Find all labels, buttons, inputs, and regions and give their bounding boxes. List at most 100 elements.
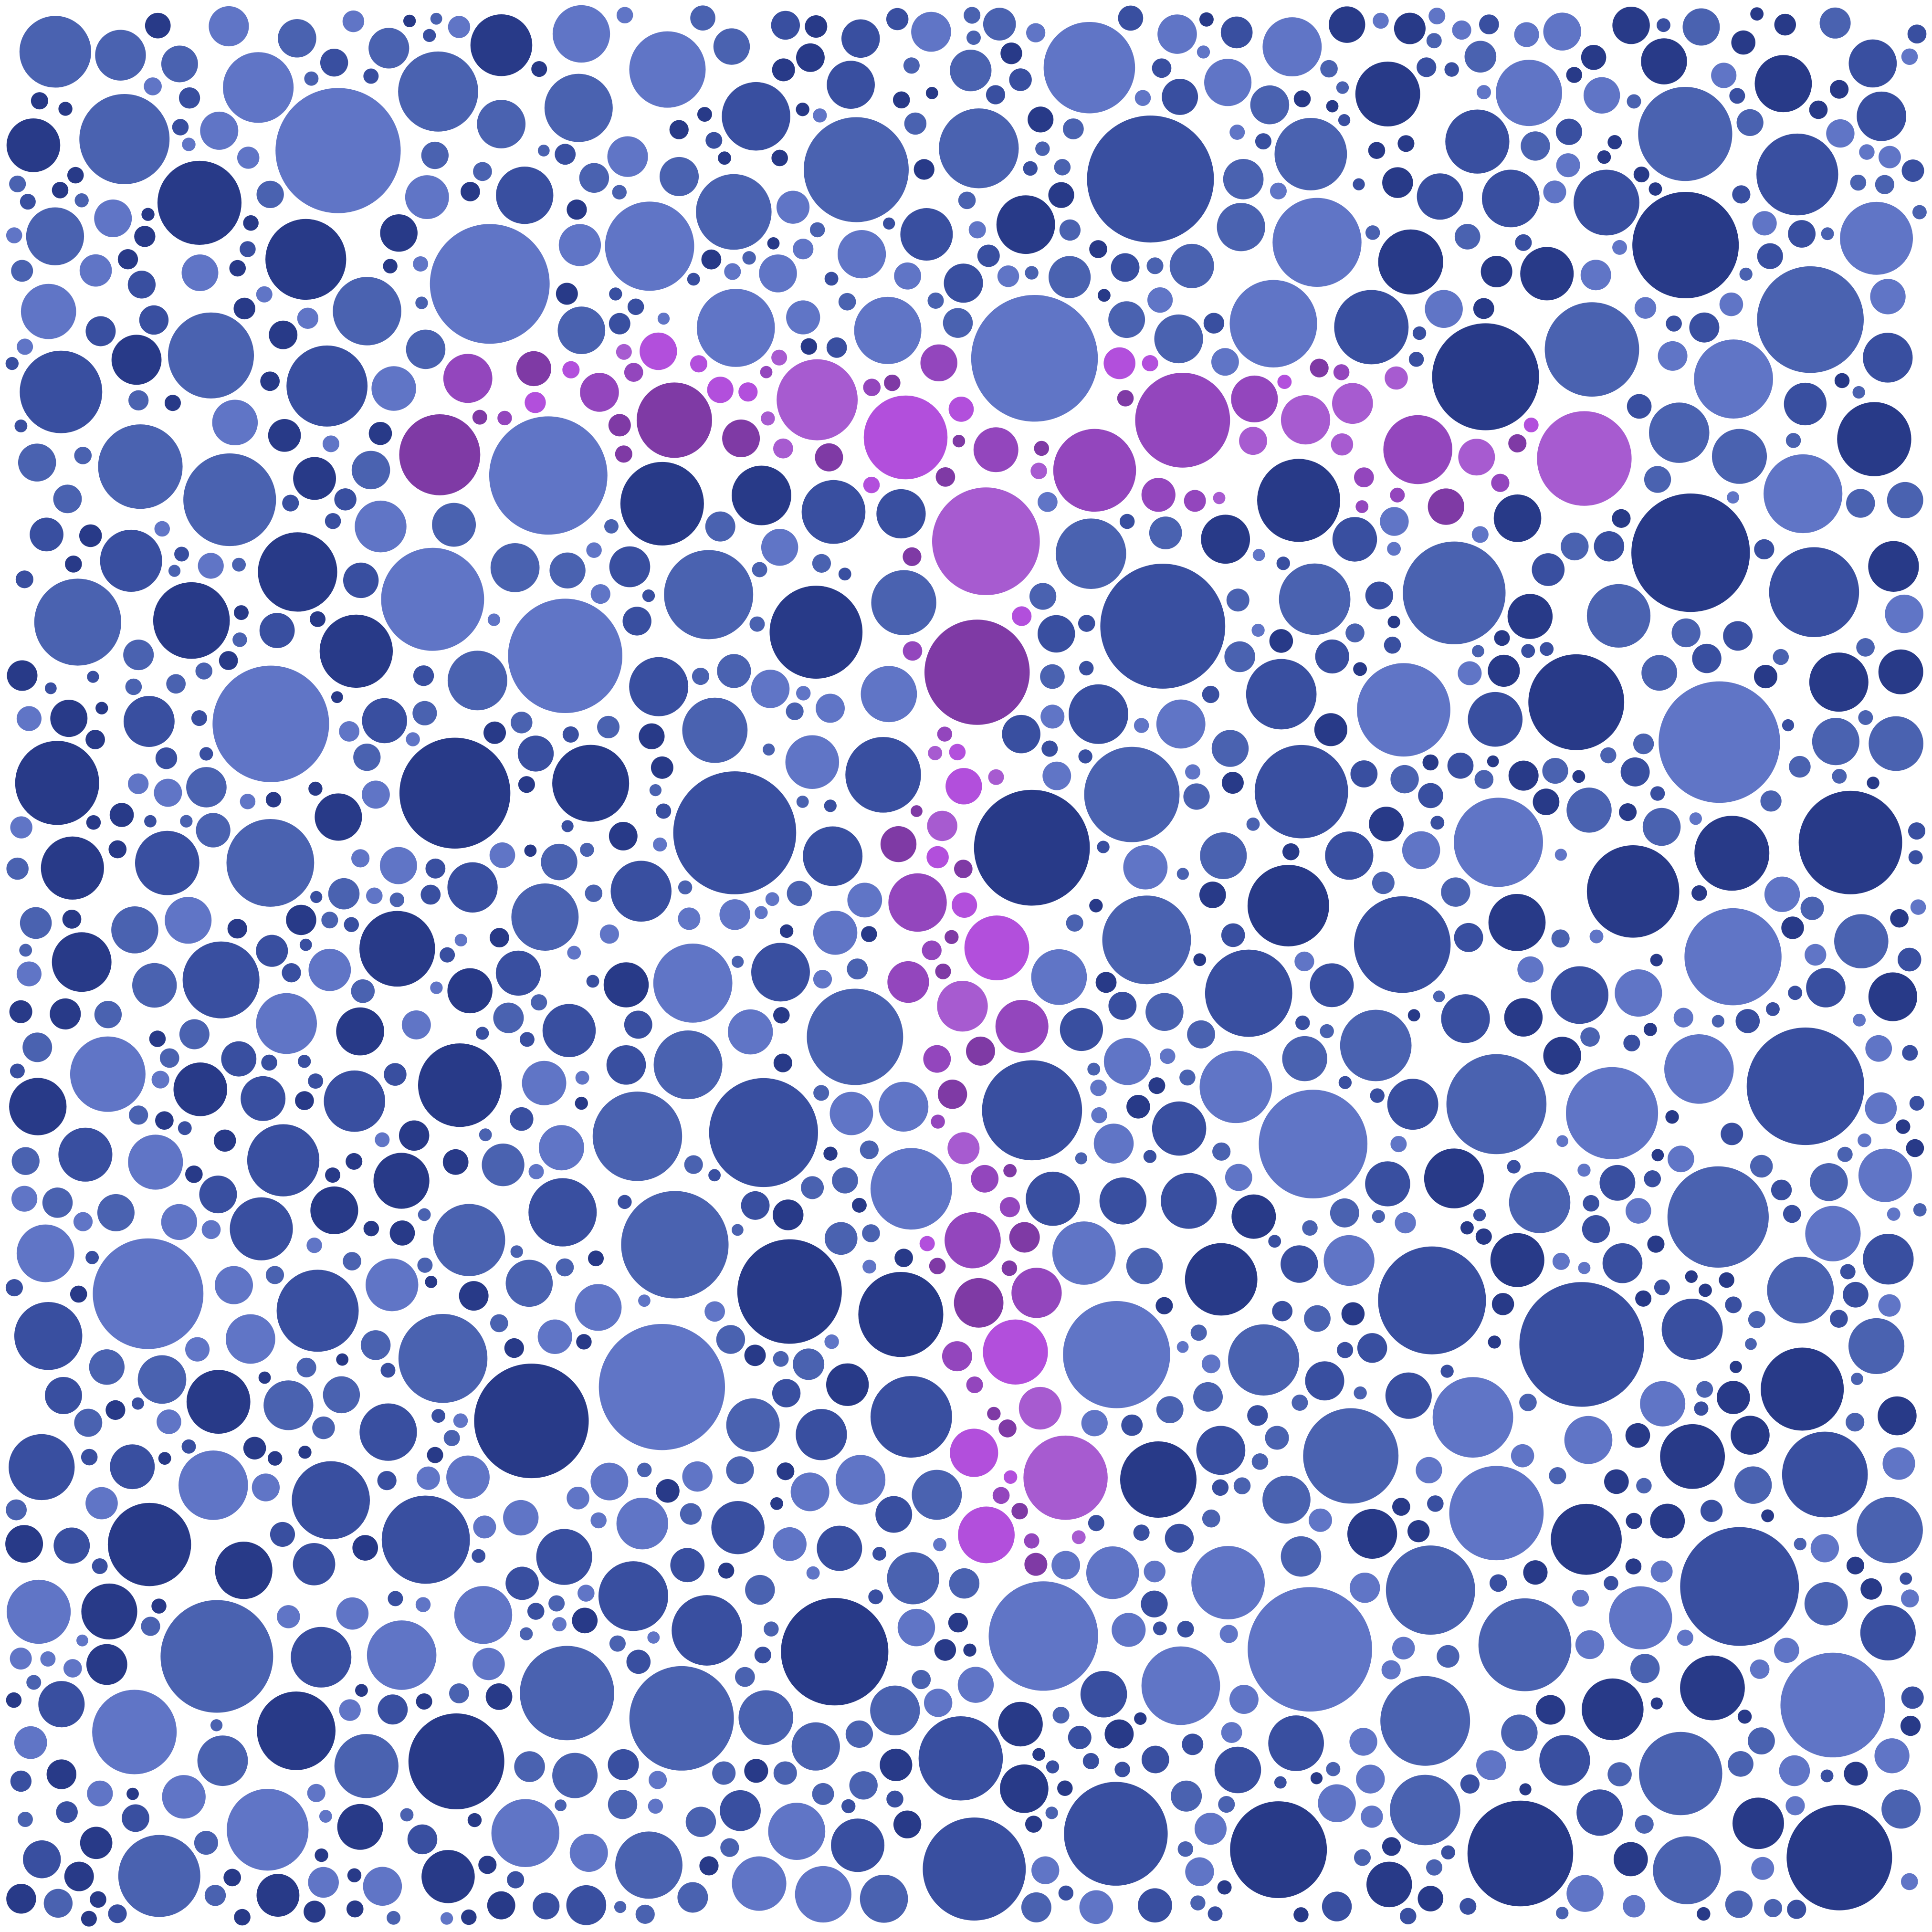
field-dot [346, 1153, 363, 1170]
field-dot [85, 316, 116, 346]
field-dot [298, 1446, 312, 1459]
field-dot [256, 286, 273, 303]
field-dot [1380, 507, 1409, 536]
field-dot [1190, 1324, 1207, 1341]
field-dot [531, 994, 547, 1011]
field-dot [677, 1882, 708, 1913]
field-dot [379, 847, 417, 884]
field-dot [473, 162, 492, 181]
field-dot [1282, 843, 1300, 861]
field-dot [1330, 1198, 1359, 1228]
field-dot [1760, 790, 1782, 812]
field-dot [1293, 1907, 1309, 1922]
field-dot [1427, 1495, 1444, 1512]
field-dot [74, 193, 89, 208]
field-dot [505, 1260, 553, 1307]
field-dot [16, 1224, 74, 1282]
field-dot [795, 1866, 851, 1923]
field-dot [620, 462, 704, 546]
field-dot [53, 1527, 90, 1564]
field-dot [1520, 247, 1574, 301]
field-dot [1177, 1620, 1194, 1638]
field-dot [1444, 62, 1459, 77]
field-dot [324, 1070, 386, 1132]
field-dot [1523, 1560, 1548, 1585]
field-dot [1171, 1780, 1202, 1812]
field-dot [1426, 33, 1442, 49]
field-dot [1062, 118, 1084, 139]
field-dot [359, 911, 435, 987]
field-dot [1326, 100, 1339, 113]
field-dot [1225, 1164, 1252, 1191]
field-dot [1664, 1034, 1734, 1104]
field-dot [827, 61, 875, 109]
field-dot [1025, 1816, 1042, 1833]
figure-dot [1009, 1222, 1040, 1253]
field-dot [950, 50, 992, 92]
field-dot [1176, 1341, 1189, 1353]
field-dot [809, 222, 825, 238]
field-dot [816, 693, 845, 723]
figure-dot [947, 1132, 980, 1165]
field-dot [1426, 1859, 1443, 1876]
field-dot [1026, 1171, 1080, 1226]
field-dot [440, 947, 455, 963]
field-dot [1491, 1293, 1514, 1315]
field-dot [777, 1462, 795, 1480]
field-dot [701, 249, 722, 270]
field-dot [803, 826, 863, 886]
field-dot [1844, 1762, 1868, 1786]
field-dot [219, 651, 238, 670]
field-dot [1437, 1645, 1460, 1668]
field-dot [363, 1867, 402, 1906]
field-dot [223, 52, 294, 123]
field-dot [265, 219, 346, 300]
field-dot [838, 567, 851, 581]
field-dot [772, 1199, 804, 1230]
field-dot [528, 1164, 544, 1179]
field-dot [258, 1371, 271, 1384]
field-dot [1689, 312, 1720, 343]
field-dot [1834, 373, 1850, 388]
field-dot [1651, 1149, 1664, 1162]
field-dot [87, 1780, 113, 1806]
field-dot [447, 862, 498, 913]
field-dot [511, 883, 579, 951]
field-dot [339, 721, 360, 742]
field-dot [735, 1667, 755, 1687]
field-dot [1535, 1695, 1565, 1725]
field-dot [204, 1885, 226, 1906]
field-dot [773, 1527, 807, 1561]
field-dot [562, 726, 579, 743]
field-dot [894, 1249, 913, 1267]
field-dot [1255, 133, 1271, 150]
field-dot [1607, 1762, 1632, 1786]
field-dot [1099, 1177, 1147, 1225]
field-dot [807, 988, 903, 1085]
field-dot [1696, 1381, 1713, 1398]
field-dot [1472, 645, 1484, 658]
field-dot [362, 698, 407, 744]
field-dot [1084, 746, 1180, 842]
field-dot [107, 1502, 191, 1586]
field-dot [276, 1270, 359, 1352]
field-dot [1193, 953, 1207, 966]
field-dot [609, 546, 651, 588]
field-dot [1479, 14, 1499, 35]
field-dot [567, 945, 581, 960]
field-dot [1754, 665, 1778, 689]
field-dot [773, 1007, 790, 1024]
field-dot [914, 159, 934, 180]
field-dot [1250, 85, 1290, 125]
field-dot [1900, 1589, 1919, 1607]
field-dot [420, 884, 441, 905]
field-dot [182, 137, 196, 151]
field-dot [579, 163, 609, 193]
field-dot [635, 1904, 655, 1924]
figure-dot [771, 349, 788, 366]
field-dot [832, 1167, 858, 1194]
field-dot [94, 199, 132, 237]
field-dot [1229, 280, 1317, 368]
field-dot [299, 938, 312, 951]
field-dot [796, 103, 809, 116]
